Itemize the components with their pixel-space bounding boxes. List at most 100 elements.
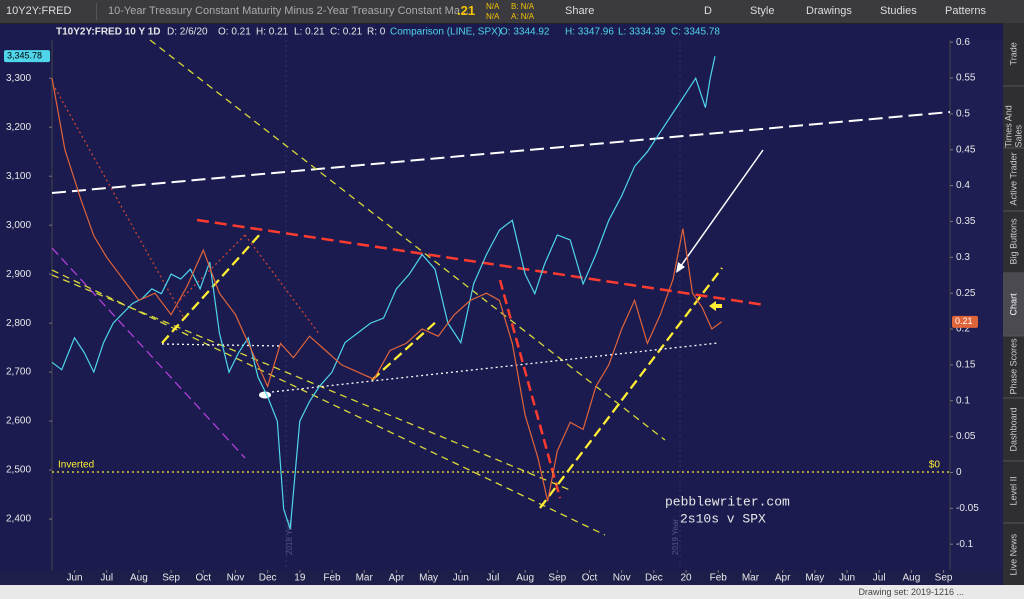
sidebar-tab[interactable]: Level II	[1003, 460, 1024, 524]
y2-tick-label: 0.25	[956, 288, 976, 299]
x-axis-panel	[0, 570, 1003, 585]
y2-tick-label: 0.3	[956, 252, 970, 263]
y2-tick-label: 0.2	[956, 324, 970, 335]
change: N/A	[486, 12, 500, 21]
sidebar-tab[interactable]: Trade	[1003, 23, 1024, 87]
sidebar-tab[interactable]: Times And Sales	[1003, 85, 1024, 149]
x-tick-label: Jul	[100, 573, 113, 584]
x-tick-label: Jun	[66, 573, 82, 584]
y-tick-label: 3,100	[6, 171, 31, 182]
info-field: C: 0.21	[330, 27, 363, 38]
style-button[interactable]: Style	[750, 5, 775, 17]
y-tick-label: 2,800	[6, 318, 31, 329]
x-tick-label: Mar	[356, 573, 374, 584]
x-tick-label: May	[805, 573, 824, 584]
x-tick-label: Jun	[839, 573, 855, 584]
period-button[interactable]: D	[704, 5, 712, 17]
x-tick-label: Mar	[742, 573, 760, 584]
x-tick-label: 19	[294, 573, 306, 584]
trendline	[539, 267, 723, 509]
sidebar-tab[interactable]: Live News	[1003, 522, 1024, 586]
x-tick-label: Sep	[935, 573, 953, 584]
trendline	[51, 111, 951, 194]
x-tick-label: Aug	[130, 573, 148, 584]
chart-background	[0, 23, 1003, 585]
y2-tick-label: -0.1	[956, 539, 974, 550]
year-label: 2018 Year	[285, 519, 294, 555]
last-price: .21	[457, 3, 476, 18]
annotation: Inverted	[58, 460, 94, 471]
y-tick-label: 3,300	[6, 73, 31, 84]
trendline	[161, 231, 263, 344]
annotation: 2s10s v SPX	[680, 511, 766, 526]
info-field: L: 0.21	[294, 27, 325, 38]
x-tick-label: Sep	[548, 573, 566, 584]
ask: A: N/A	[511, 12, 535, 21]
x-tick-label: Jun	[453, 573, 469, 584]
annotation: $0	[929, 460, 941, 471]
sidebar: Trade Times And Sales Active Trader Big But…	[1003, 23, 1024, 586]
patterns-button[interactable]: Patterns	[945, 5, 986, 17]
info-field: C: 3345.78	[671, 27, 720, 38]
x-tick-label: Aug	[516, 573, 534, 584]
trendline	[54, 87, 186, 321]
x-tick-label: Jul	[873, 573, 886, 584]
change: N/A	[486, 2, 500, 11]
trendline	[498, 279, 562, 499]
symbol-input[interactable]: 10Y2Y:FRED	[6, 5, 72, 17]
separator	[96, 3, 97, 20]
sidebar-tab[interactable]: Big Buttons	[1003, 210, 1024, 274]
studies-button[interactable]: Studies	[880, 5, 917, 17]
sidebar-tab[interactable]: Chart	[1003, 272, 1024, 337]
price-badge	[4, 50, 50, 63]
y-tick-label: 3,000	[6, 220, 31, 231]
x-tick-label: Nov	[613, 573, 631, 584]
bid: B: N/A	[511, 2, 535, 11]
trendline	[179, 234, 246, 301]
x-tick-label: Oct	[582, 573, 598, 584]
trendline	[244, 234, 321, 336]
y2-tick-label: 0.05	[956, 431, 976, 442]
y2-tick-label: 0.1	[956, 395, 970, 406]
sidebar-tab[interactable]: Phase Scores	[1003, 335, 1024, 399]
x-tick-label: Apr	[775, 573, 791, 584]
price-badge-label: 0.21	[955, 316, 973, 326]
info-field: O: 0.21	[218, 27, 251, 38]
info-field: D: 2/6/20	[167, 27, 208, 38]
trendline	[196, 218, 766, 307]
info-symbol: T10Y2Y:FRED 10 Y 1D	[56, 27, 161, 38]
y2-tick-label: 0.15	[956, 360, 976, 371]
chart: Inverted $0 pebblewriter.com 2s10s v SPX…	[0, 23, 1003, 585]
status-text: Drawing set: 2019-1216 ...	[858, 587, 964, 597]
y-tick-label: 2,700	[6, 367, 31, 378]
trendline	[149, 39, 666, 441]
share-button[interactable]: Share	[565, 5, 595, 17]
y2-tick-label: 0.6	[956, 37, 970, 48]
description: 10-Year Treasury Constant Maturity Minus…	[108, 5, 470, 17]
info-field: Comparison (LINE, SPX)	[390, 27, 501, 38]
status-bar: Drawing set: 2019-1216 ...	[0, 585, 1024, 599]
x-tick-label: Nov	[227, 573, 245, 584]
x-tick-label: Aug	[902, 573, 920, 584]
x-tick-label: Jul	[487, 573, 500, 584]
info-field: R: 0	[367, 27, 386, 38]
drawings-button[interactable]: Drawings	[806, 5, 852, 17]
annotation: pebblewriter.com	[665, 494, 790, 509]
sidebar-tab[interactable]: Active Trader	[1003, 147, 1024, 212]
x-tick-label: Dec	[259, 573, 277, 584]
y-tick-label: 2,500	[6, 465, 31, 476]
trendline	[51, 247, 246, 459]
y2-tick-label: -0.05	[956, 503, 979, 514]
x-tick-label: May	[419, 573, 438, 584]
sidebar-tab[interactable]: Dashboard	[1003, 397, 1024, 462]
info-field: O: 3344.92	[500, 27, 550, 38]
arrow-marker	[709, 301, 722, 311]
x-tick-label: Apr	[389, 573, 405, 584]
series-line	[51, 56, 716, 530]
info-field: H: 3347.96	[565, 27, 614, 38]
arrow-head	[676, 262, 685, 273]
trendlines	[51, 39, 951, 536]
x-tick-label: Sep	[162, 573, 180, 584]
info-field: H: 0.21	[256, 27, 289, 38]
